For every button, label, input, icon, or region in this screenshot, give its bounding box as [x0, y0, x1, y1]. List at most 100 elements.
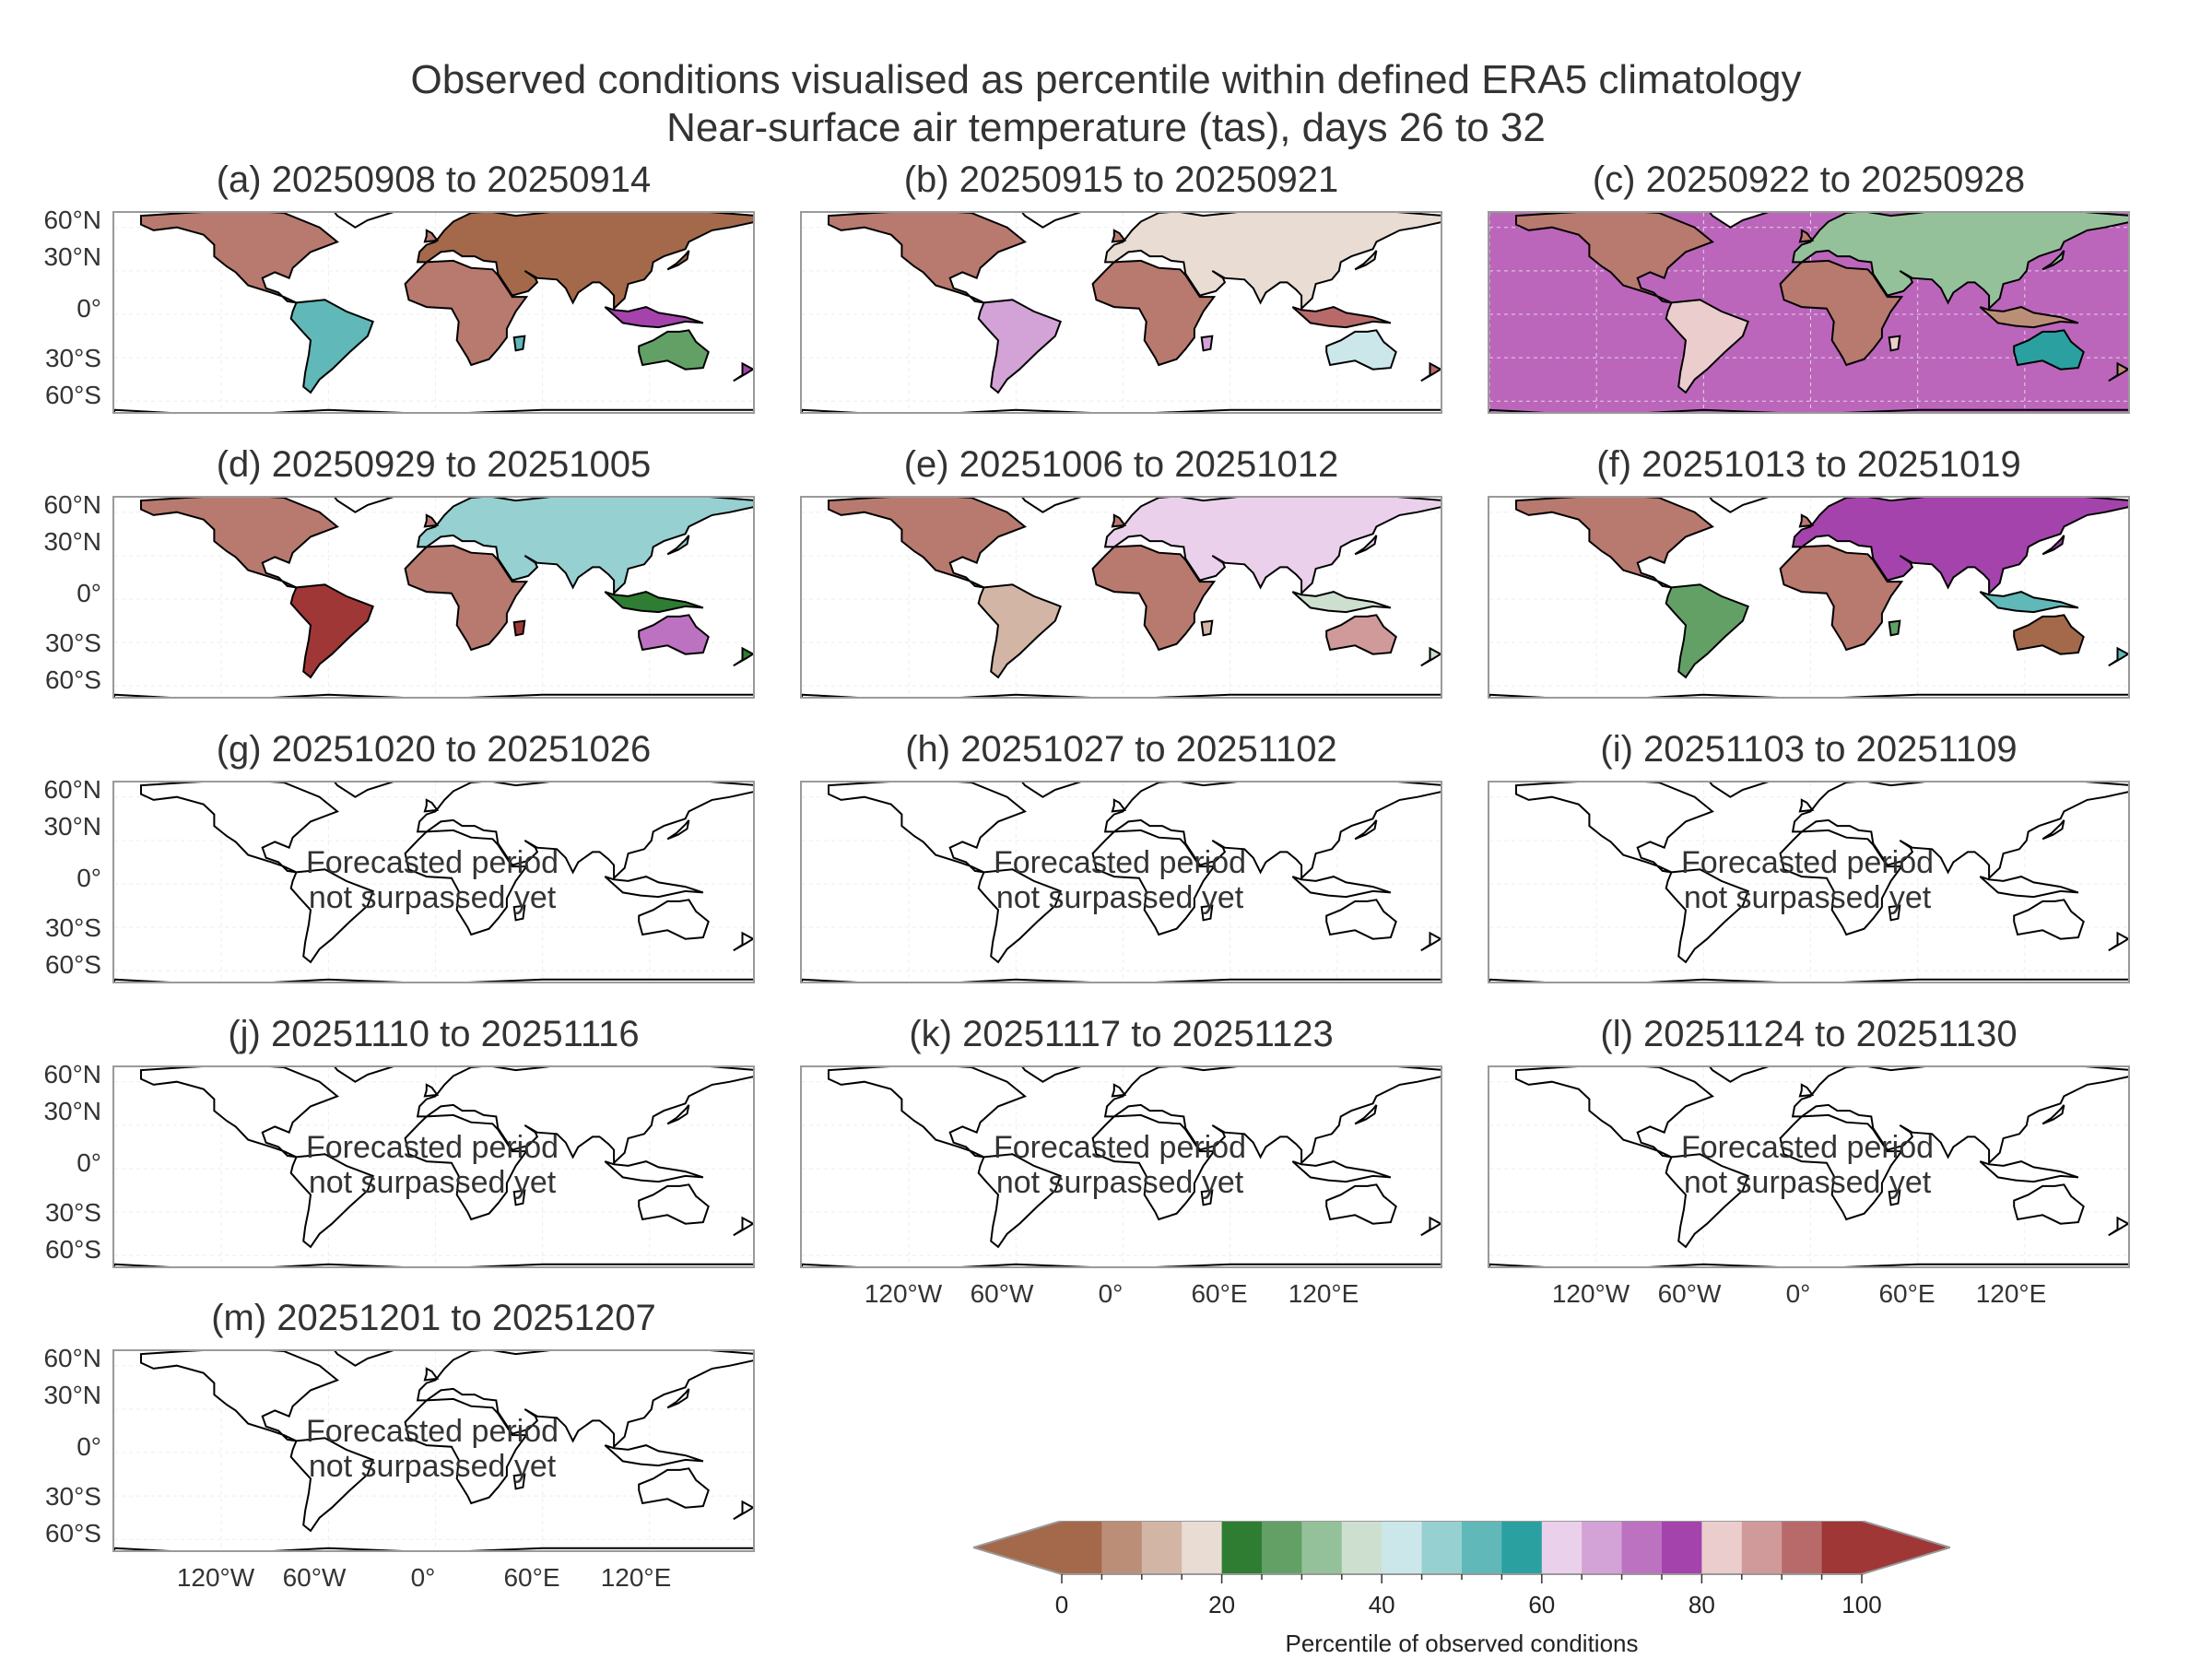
lon-tick-label: 60°W [1657, 1279, 1722, 1308]
continent-namerica [1515, 498, 1714, 589]
continent-eurasia [416, 782, 753, 881]
continent-samerica [289, 583, 374, 679]
colorbar-title: Percentile of observed conditions [1285, 1630, 1639, 1657]
continent-japan [666, 535, 690, 556]
continent-uk [1111, 1083, 1127, 1098]
colorbar-segment [1741, 1521, 1783, 1574]
map-svg [802, 782, 1441, 982]
lon-tick-label: 120°E [1288, 1279, 1359, 1308]
continent-africa [404, 1397, 529, 1505]
continent-australia [1325, 614, 1397, 655]
forecast-note: Forecasted period not surpassed yet [306, 1130, 559, 1200]
continent-uk [1798, 1083, 1815, 1098]
continent-namerica [140, 1351, 339, 1442]
continent-madagascar [1888, 335, 1901, 352]
colorbar-segment [1621, 1521, 1663, 1574]
continent-indonesia [1979, 1160, 2079, 1183]
continent-japan [2041, 535, 2065, 556]
continent-namerica [1515, 213, 1714, 304]
continent-indonesia [604, 306, 704, 329]
lon-tick-label: 120°W [864, 1279, 943, 1308]
continent-australia [2013, 1183, 2085, 1225]
continent-nz [733, 1216, 753, 1237]
continent-eurasia [1103, 782, 1441, 881]
map-panel [112, 781, 755, 983]
panel-title: (l) 20251124 to 20251130 [1600, 1014, 2018, 1054]
colorbar-segment [1662, 1521, 1702, 1574]
continent-indonesia [604, 1160, 704, 1183]
panel-title: (d) 20250929 to 20251005 [216, 444, 652, 485]
forecast-note: Forecasted period not surpassed yet [306, 845, 559, 915]
continent-samerica [289, 1153, 374, 1249]
colorbar-segment [1541, 1521, 1583, 1574]
continent-australia [638, 1183, 710, 1225]
lon-tick-label: 120°W [1551, 1279, 1630, 1308]
map-panel [800, 496, 1442, 699]
continent-africa [404, 544, 529, 652]
lat-tick-label: 60°N [43, 206, 101, 234]
map-svg [802, 1067, 1441, 1266]
lon-tick-label: 120°W [176, 1563, 255, 1592]
lat-tick-label: 60°S [44, 1235, 101, 1264]
continent-uk [423, 798, 440, 813]
continent-uk [1111, 229, 1127, 243]
continent-antarctica [1489, 978, 2128, 982]
colorbar-tick-label: 0 [1054, 1591, 1069, 1618]
colorbar-tick-label: 60 [1528, 1591, 1556, 1618]
lon-tick-label: 60°E [1191, 1279, 1248, 1308]
colorbar-extend-low [973, 1521, 1062, 1574]
map-panel [1488, 1065, 2130, 1268]
continent-greenland [334, 1351, 394, 1367]
continent-eurasia [416, 1067, 753, 1166]
continent-africa [1779, 829, 1904, 936]
continent-indonesia [1979, 876, 2079, 899]
continent-uk [423, 1083, 440, 1098]
map-svg [114, 782, 753, 982]
colorbar-tick-label: 80 [1688, 1591, 1715, 1618]
continent-samerica [1665, 1153, 1749, 1249]
continent-namerica [1515, 782, 1714, 874]
map-panel [800, 1065, 1442, 1268]
continent-samerica [1665, 583, 1749, 679]
lon-tick-label: 0° [410, 1563, 436, 1592]
continent-namerica [140, 782, 339, 874]
continent-madagascar [1888, 904, 1901, 922]
continent-greenland [1021, 498, 1082, 513]
lon-tick-label: 60°E [1878, 1279, 1936, 1308]
continent-eurasia [1791, 213, 2128, 312]
panel-title: (c) 20250922 to 20250928 [1592, 159, 2026, 200]
forecast-note-line2: not surpassed yet [1683, 880, 1932, 915]
continent-madagascar [512, 1189, 526, 1206]
continent-eurasia [1103, 1067, 1441, 1166]
continent-namerica [828, 213, 1027, 304]
continent-antarctica [114, 978, 753, 982]
lon-tick-label: 60°W [970, 1279, 1034, 1308]
lat-tick-label: 0° [76, 294, 101, 323]
continent-greenland [1709, 498, 1770, 513]
continent-samerica [977, 583, 1062, 679]
continent-greenland [1709, 213, 1770, 229]
lat-tick-label: 0° [76, 864, 101, 892]
continent-indonesia [604, 591, 704, 614]
continent-indonesia [1291, 876, 1392, 899]
lat-tick-label: 30°S [44, 629, 101, 657]
continent-nz [733, 361, 753, 382]
forecast-note-line2: not surpassed yet [308, 1165, 557, 1200]
continent-africa [404, 259, 529, 367]
continent-uk [423, 1367, 440, 1382]
continent-samerica [289, 299, 374, 394]
continent-madagascar [1888, 619, 1901, 637]
continent-nz [733, 646, 753, 667]
colorbar-tick-label: 40 [1368, 1591, 1395, 1618]
lat-tick-label: 30°S [44, 1198, 101, 1227]
lon-tick-label: 60°W [282, 1563, 347, 1592]
colorbar-segment [1141, 1521, 1182, 1574]
lat-tick-label: 30°N [43, 527, 101, 556]
forecast-note: Forecasted period not surpassed yet [306, 1414, 559, 1484]
continent-japan [1354, 535, 1378, 556]
map-panel [112, 1065, 755, 1268]
continent-eurasia [1791, 1067, 2128, 1166]
lat-tick-label: 30°S [44, 913, 101, 942]
map-panel [112, 211, 755, 414]
panel-title: (j) 20251110 to 20251116 [228, 1014, 640, 1054]
